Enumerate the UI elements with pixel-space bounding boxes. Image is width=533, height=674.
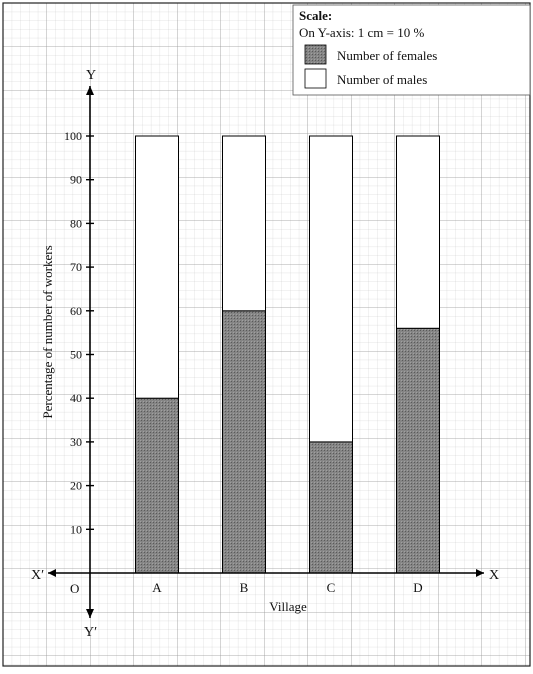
bar-c-females [309, 441, 353, 574]
bar-b-males [222, 135, 266, 312]
scale-text: On Y-axis: 1 cm = 10 % [299, 25, 424, 40]
bar-c-males [309, 135, 353, 443]
y-tick-label-100: 100 [64, 129, 82, 143]
axis-label-x-neg: X′ [31, 568, 44, 583]
frame-border [2, 2, 531, 667]
legend: Scale: On Y-axis: 1 cm = 10 % Number of … [292, 4, 531, 96]
y-tick-label-70: 70 [70, 260, 82, 274]
legend-label-males: Number of males [337, 72, 427, 87]
x-axis-arrow-left [48, 569, 56, 577]
x-tick-label-a: A [152, 580, 162, 595]
x-tick-label-d: D [413, 580, 422, 595]
scale-heading: Scale: [299, 8, 332, 23]
x-ticks-group: A B C D [152, 580, 422, 595]
y-ticks-group: 10 20 30 40 50 60 70 80 90 100 [64, 129, 94, 536]
legend-box [292, 4, 531, 96]
bar-b-females [222, 310, 266, 574]
axis-label-x-pos: X [489, 568, 499, 583]
y-tick-label-60: 60 [70, 304, 82, 318]
axis-label-y-pos: Y [86, 68, 96, 83]
legend-label-females: Number of females [337, 48, 437, 63]
graph-paper-major [3, 3, 530, 666]
y-axis-arrow-up [86, 86, 94, 95]
y-tick-label-90: 90 [70, 173, 82, 187]
y-tick-label-20: 20 [70, 479, 82, 493]
x-axis-title: Village [269, 599, 307, 614]
bar-a-females [135, 397, 179, 574]
y-tick-label-40: 40 [70, 391, 82, 405]
x-tick-label-b: B [240, 580, 249, 595]
y-tick-label-10: 10 [70, 522, 82, 536]
x-axis-arrow-right [476, 569, 484, 577]
legend-swatch-females [304, 44, 327, 65]
origin-label: O [70, 581, 79, 596]
bar-a-males [135, 135, 179, 399]
axis-label-y-neg: Y′ [84, 625, 97, 640]
legend-swatch-males [304, 68, 327, 89]
y-tick-label-80: 80 [70, 216, 82, 230]
bars-group [135, 135, 440, 574]
y-axis-title: Percentage of number of workers [40, 245, 55, 418]
x-tick-label-c: C [327, 580, 336, 595]
bar-d-males [396, 135, 440, 329]
y-tick-label-50: 50 [70, 348, 82, 362]
bar-d-females [396, 327, 440, 574]
y-axis-arrow-down [86, 609, 94, 618]
y-tick-label-30: 30 [70, 435, 82, 449]
